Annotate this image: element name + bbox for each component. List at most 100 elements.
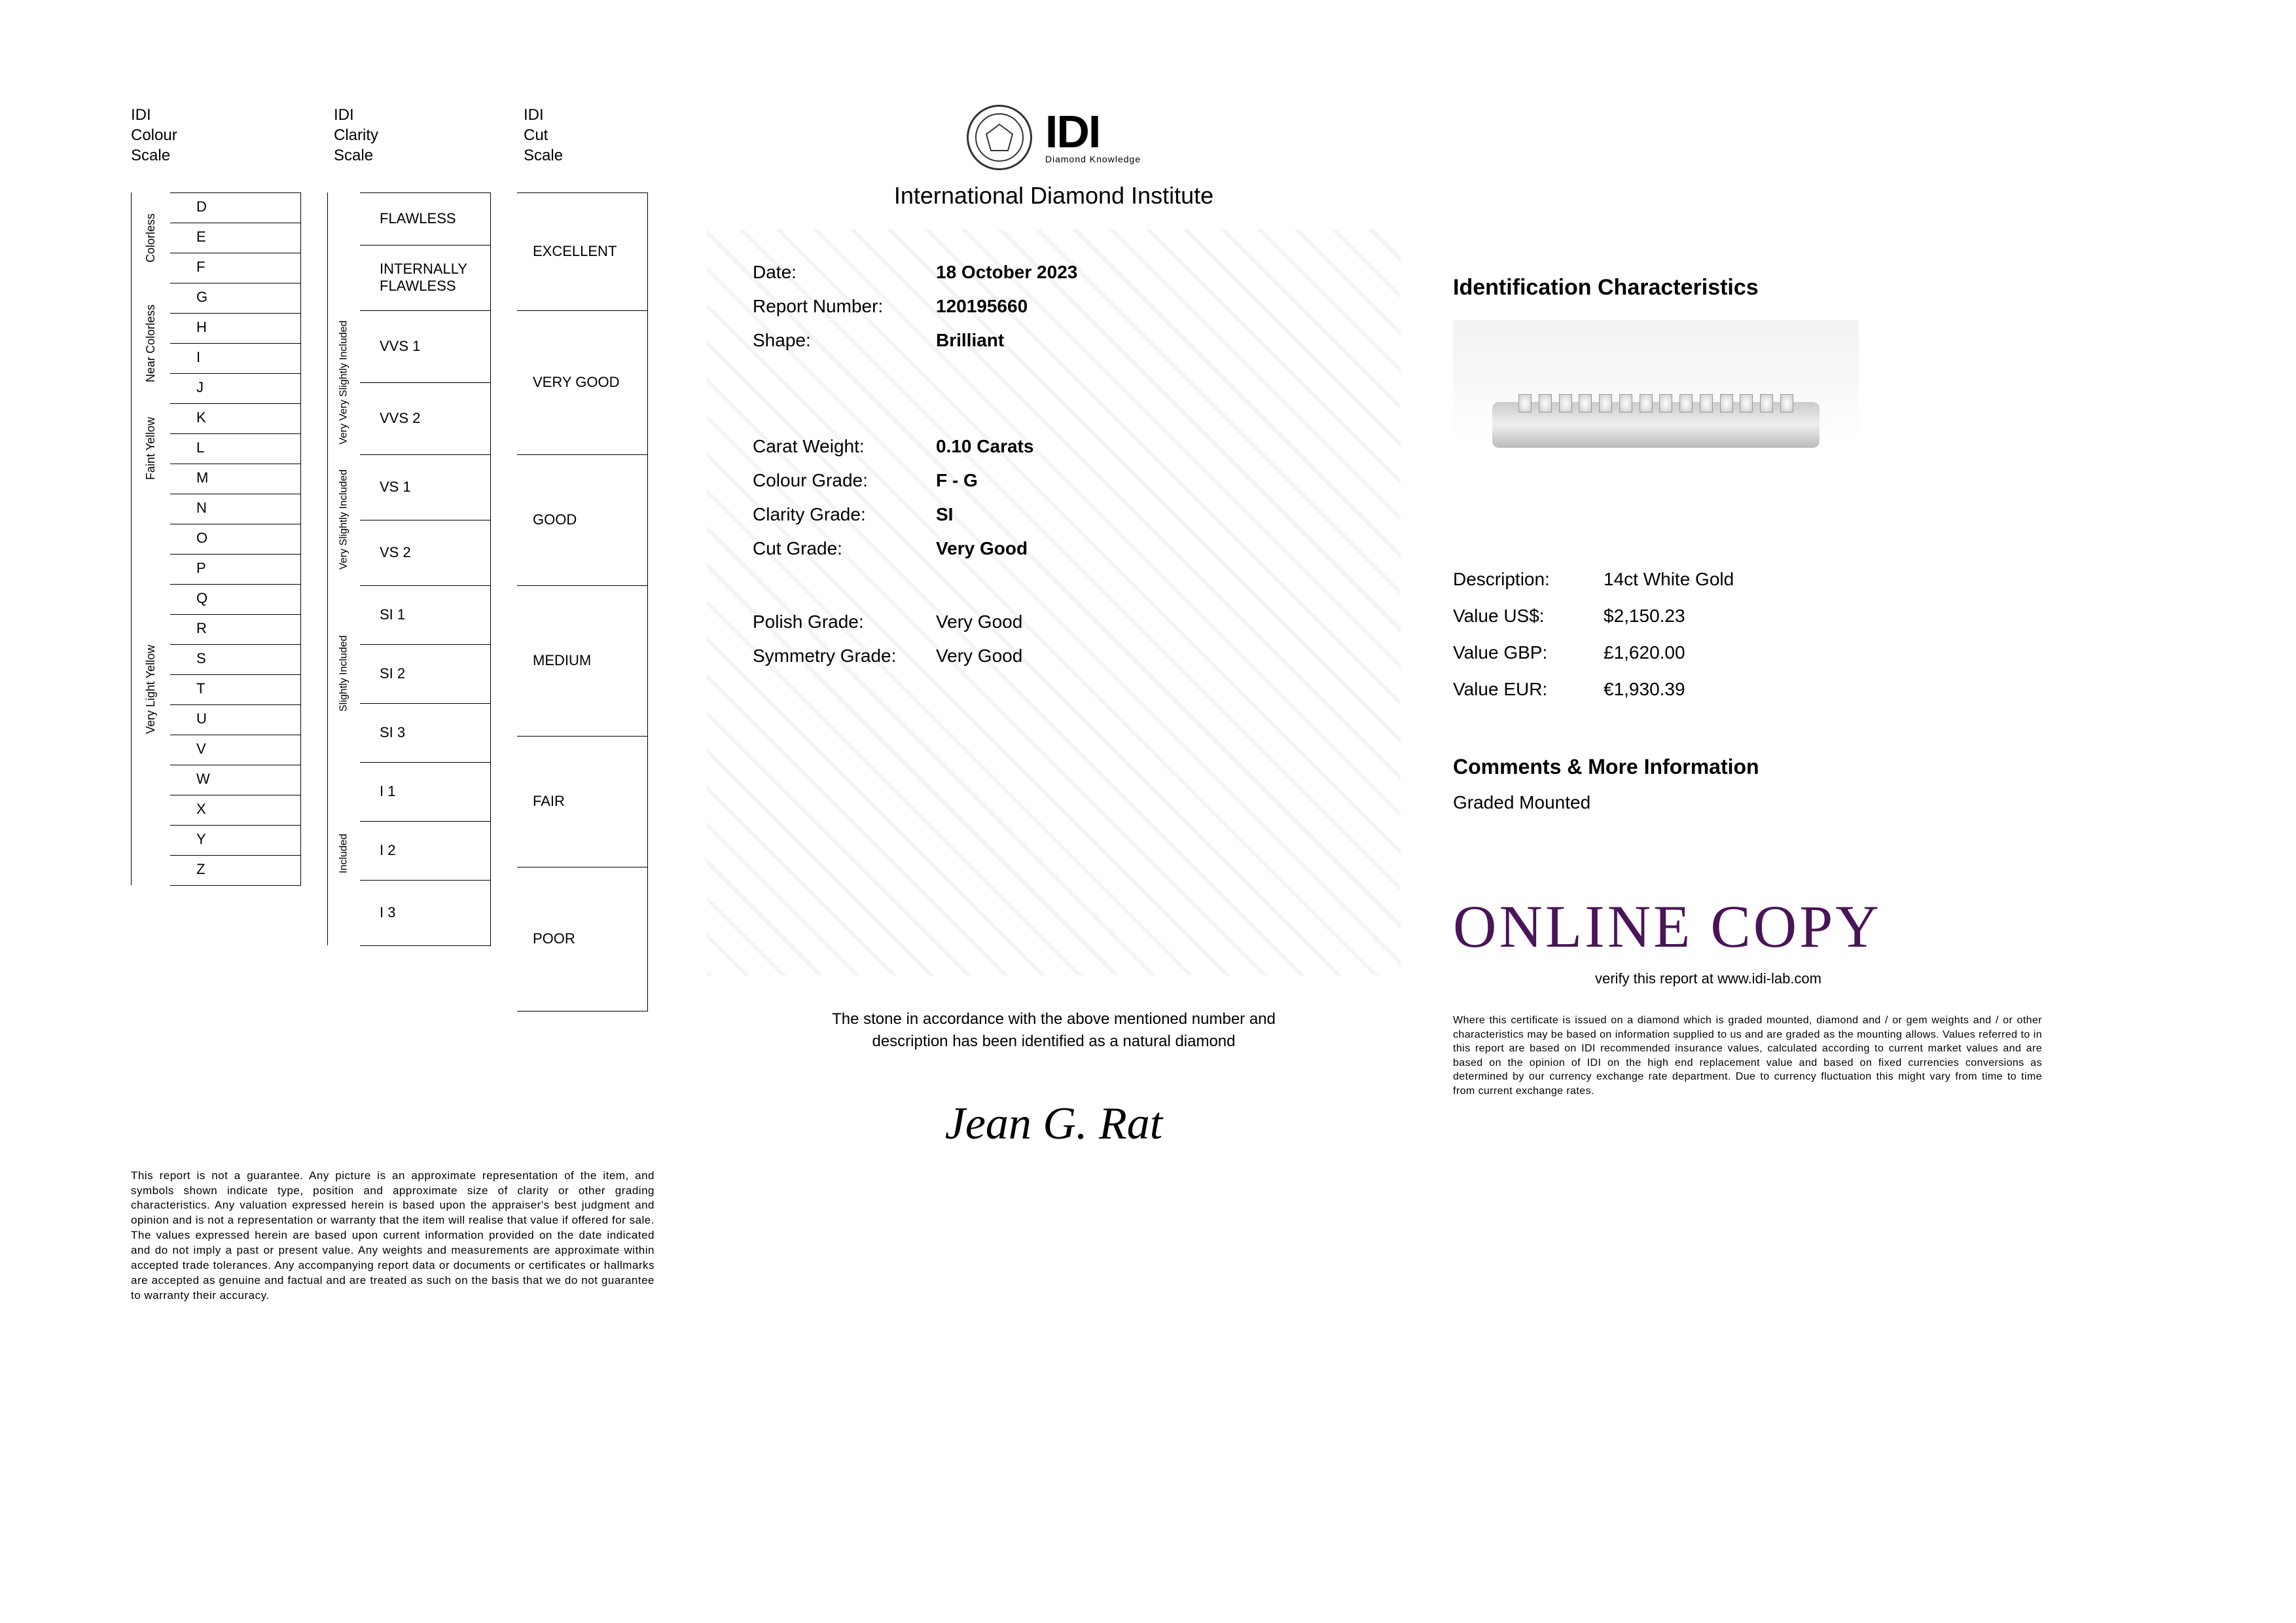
disclaimer-right: Where this certificate is issued on a di… (1453, 1013, 2042, 1099)
colour-scale-header: IDIColourScale (131, 105, 308, 166)
identification-row: Value US$:$2,150.23 (1453, 606, 2075, 627)
clarity-grade: SI 2 (360, 645, 491, 704)
ring-stone-icon (1559, 394, 1572, 412)
clarity-scale: Very Very Slightly IncludedVery Slightly… (327, 192, 491, 1012)
logo-tagline: Diamond Knowledge (1045, 154, 1141, 164)
cut-grade: FAIR (517, 737, 648, 867)
ring-stone-icon (1780, 394, 1793, 412)
idi-badge-icon (967, 105, 1032, 170)
colour-grade: P (170, 555, 301, 585)
natural-line-1: The stone in accordance with the above m… (832, 1010, 1276, 1028)
identification-row: Value GBP:£1,620.00 (1453, 642, 2075, 663)
identification-label: Value US$: (1453, 606, 1604, 627)
report-value: Very Good (936, 538, 1028, 559)
colour-grade: T (170, 675, 301, 705)
report-label: Report Number: (753, 296, 936, 317)
ring-stone-icon (1640, 394, 1653, 412)
identification-value: 14ct White Gold (1604, 569, 1734, 590)
colour-grade: U (170, 705, 301, 735)
online-copy-watermark: ONLINE COPY (1453, 892, 2075, 961)
identification-label: Value EUR: (1453, 679, 1604, 700)
ring-stone-icon (1760, 394, 1773, 412)
report-label: Colour Grade: (753, 470, 936, 491)
logo-acronym: IDI (1045, 111, 1141, 153)
report-label: Symmetry Grade: (753, 646, 936, 666)
report-value: 0.10 Carats (936, 436, 1033, 457)
report-row: Report Number:120195660 (753, 296, 1355, 317)
clarity-grade: VVS 1 (360, 311, 491, 383)
identification-value: €1,930.39 (1604, 679, 1685, 700)
certificate-page: IDIColourScale IDIClarityScale IDICutSca… (131, 105, 2165, 1544)
report-value: F - G (936, 470, 978, 491)
colour-group-label: Near Colorless (131, 283, 170, 403)
colour-grade: Q (170, 585, 301, 615)
scales-body: ColorlessNear ColorlessFaint YellowVery … (131, 192, 655, 1012)
report-value: Brilliant (936, 330, 1004, 351)
identification-label: Value GBP: (1453, 642, 1604, 663)
colour-grade: O (170, 524, 301, 555)
clarity-group-label (327, 192, 360, 310)
report-value: SI (936, 504, 953, 525)
clarity-grade: SI 3 (360, 704, 491, 763)
scale-headers: IDIColourScale IDIClarityScale IDICutSca… (131, 105, 655, 166)
colour-grade: X (170, 795, 301, 826)
clarity-grade: I 2 (360, 822, 491, 881)
comments-body: Graded Mounted (1453, 792, 2075, 813)
cut-scale-header: IDICutScale (524, 105, 655, 166)
identification-label: Description: (1453, 569, 1604, 590)
colour-grade: N (170, 494, 301, 524)
report-label: Clarity Grade: (753, 504, 936, 525)
clarity-group-label: Very Slightly Included (327, 454, 360, 585)
clarity-group-label: Included (327, 762, 360, 945)
clarity-grade: VS 2 (360, 520, 491, 586)
colour-grade: F (170, 253, 301, 283)
clarity-group-label: Slightly Included (327, 585, 360, 762)
comments-title: Comments & More Information (1453, 755, 2075, 779)
ring-stone-icon (1700, 394, 1713, 412)
identification-value: £1,620.00 (1604, 642, 1685, 663)
ring-stone-icon (1518, 394, 1532, 412)
colour-grade: L (170, 434, 301, 464)
clarity-grade: VVS 2 (360, 383, 491, 455)
report-row: Date:18 October 2023 (753, 262, 1355, 283)
ring-stone-icon (1599, 394, 1612, 412)
colour-grade: Z (170, 856, 301, 886)
ring-band (1492, 402, 1820, 448)
report-label: Cut Grade: (753, 538, 936, 559)
cut-grade: MEDIUM (517, 586, 648, 737)
colour-group-label: Faint Yellow (131, 403, 170, 494)
ring-stone-icon (1740, 394, 1753, 412)
report-label: Date: (753, 262, 936, 283)
verify-text: verify this report at www.idi-lab.com (1453, 970, 1964, 987)
report-value: Very Good (936, 646, 1022, 666)
ring-stone-icon (1619, 394, 1632, 412)
ring-stone-icon (1659, 394, 1672, 412)
colour-scale: ColorlessNear ColorlessFaint YellowVery … (131, 192, 301, 1012)
colour-grade: V (170, 735, 301, 765)
clarity-group-label: Very Very Slightly Included (327, 310, 360, 454)
report-label: Carat Weight: (753, 436, 936, 457)
colour-grade: W (170, 765, 301, 795)
report-row: Clarity Grade:SI (753, 504, 1355, 525)
logo-row: IDI Diamond Knowledge (967, 105, 1141, 170)
natural-diamond-statement: The stone in accordance with the above m… (832, 1008, 1276, 1052)
identification-title: Identification Characteristics (1453, 275, 2075, 301)
colour-grade: Y (170, 826, 301, 856)
clarity-grade: VS 1 (360, 455, 491, 520)
colour-grade: J (170, 374, 301, 404)
identification-value: $2,150.23 (1604, 606, 1685, 627)
clarity-scale-header: IDIClarityScale (334, 105, 497, 166)
natural-line-2: description has been identified as a nat… (872, 1032, 1235, 1050)
clarity-grade: FLAWLESS (360, 193, 491, 246)
colour-grade: I (170, 344, 301, 374)
certificate-body: Date:18 October 2023 Report Number:120195… (707, 229, 1401, 976)
report-label: Shape: (753, 330, 936, 351)
clarity-grade: INTERNALLY FLAWLESS (360, 246, 491, 311)
identification-column: Identification Characteristics Descripti… (1453, 105, 2075, 1544)
report-row: Polish Grade:Very Good (753, 611, 1355, 632)
ring-stone-icon (1539, 394, 1552, 412)
ring-stone-icon (1720, 394, 1733, 412)
disclaimer-left: This report is not a guarantee. Any pict… (131, 1169, 655, 1304)
colour-grade: M (170, 464, 301, 494)
clarity-grade: I 1 (360, 763, 491, 822)
